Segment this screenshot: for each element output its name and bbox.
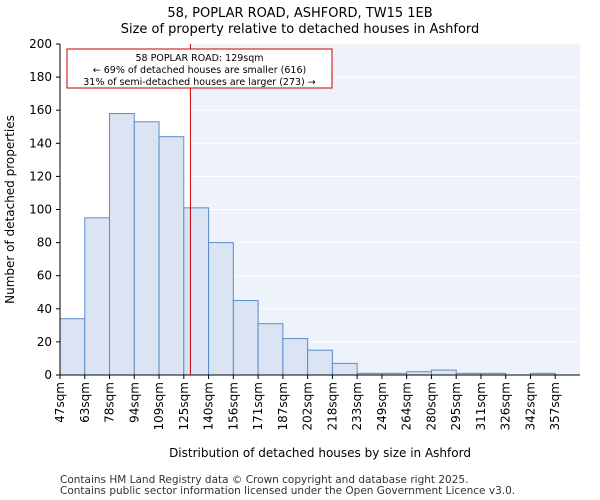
histogram-bar xyxy=(331,362,358,376)
x-tick-label: 47sqm xyxy=(53,382,67,423)
footer-line-1: Contains HM Land Registry data © Crown c… xyxy=(60,474,469,486)
x-tick-label: 94sqm xyxy=(127,382,141,423)
x-tick-label: 187sqm xyxy=(276,382,290,430)
histogram-bar xyxy=(84,217,111,376)
chart-title: 58, POPLAR ROAD, ASHFORD, TW15 1EB xyxy=(167,6,433,21)
y-tick-label: 20 xyxy=(37,335,52,349)
y-tick-label: 100 xyxy=(29,203,52,217)
x-tick-label: 109sqm xyxy=(152,382,166,430)
x-tick-label: 63sqm xyxy=(78,382,92,423)
annotation-line-3: 31% of semi-detached houses are larger (… xyxy=(83,77,316,88)
histogram-bar xyxy=(430,369,457,376)
y-tick-label: 160 xyxy=(29,103,52,117)
x-tick-label: 171sqm xyxy=(251,382,265,430)
y-tick-label: 80 xyxy=(37,236,52,250)
histogram-bar xyxy=(257,323,284,376)
annotation-line-1: 58 POPLAR ROAD: 129sqm xyxy=(136,53,264,64)
x-tick-label: 218sqm xyxy=(325,382,339,430)
y-tick-label: 120 xyxy=(29,169,52,183)
annotation-box: 58 POPLAR ROAD: 129sqm ← 69% of detached… xyxy=(66,48,333,89)
x-tick-label: 280sqm xyxy=(424,382,438,430)
x-tick-label: 78sqm xyxy=(103,382,117,423)
x-tick-label: 202sqm xyxy=(301,382,315,430)
annotation-line-2: ← 69% of detached houses are smaller (61… xyxy=(93,65,306,76)
x-tick-label: 156sqm xyxy=(226,382,240,430)
histogram-bar xyxy=(59,318,86,376)
histogram-bar xyxy=(158,136,185,376)
y-tick-label: 140 xyxy=(29,136,52,150)
x-axis-label: Distribution of detached houses by size … xyxy=(169,446,471,460)
y-tick-label: 180 xyxy=(29,70,52,84)
y-tick-label: 200 xyxy=(29,37,52,51)
x-tick-label: 342sqm xyxy=(523,382,537,430)
histogram-bar xyxy=(109,113,135,376)
x-tick-label: 233sqm xyxy=(350,382,364,430)
x-tick-label: 264sqm xyxy=(400,382,414,430)
y-tick-label: 60 xyxy=(37,269,52,283)
histogram-bar xyxy=(307,349,333,376)
x-tick-label: 357sqm xyxy=(548,382,562,430)
histogram-bar xyxy=(232,300,259,376)
y-tick-label: 0 xyxy=(44,368,52,382)
histogram-bar xyxy=(208,242,234,376)
chart-subtitle: Size of property relative to detached ho… xyxy=(120,22,480,37)
x-tick-label: 140sqm xyxy=(202,382,216,430)
y-tick-label: 40 xyxy=(37,302,52,316)
x-tick-label: 249sqm xyxy=(375,382,389,430)
footer-line-2: Contains public sector information licen… xyxy=(60,485,516,497)
y-axis-label: Number of detached properties xyxy=(3,115,17,304)
x-tick-label: 326sqm xyxy=(499,382,513,430)
histogram-bar xyxy=(183,207,210,376)
x-tick-label: 125sqm xyxy=(177,382,191,430)
histogram-bar xyxy=(282,338,309,376)
histogram-bar xyxy=(133,121,160,376)
x-tick-label: 311sqm xyxy=(474,382,488,430)
x-tick-label: 295sqm xyxy=(449,382,463,430)
